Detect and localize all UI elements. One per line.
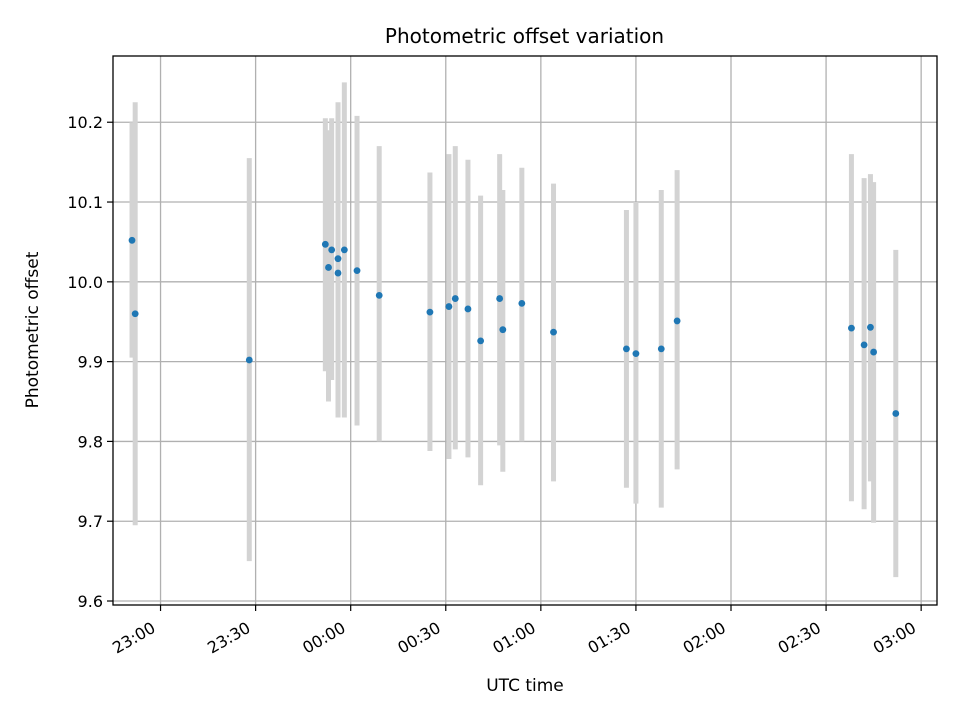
data-point — [328, 246, 336, 254]
data-point — [499, 326, 507, 334]
data-point — [657, 345, 665, 353]
data-points — [128, 236, 900, 417]
x-tick-label: 03:00 — [870, 618, 919, 658]
data-point — [353, 267, 361, 275]
data-point — [867, 323, 874, 331]
x-tick-label: 00:00 — [299, 618, 348, 658]
data-point — [477, 337, 485, 345]
data-point — [673, 317, 681, 325]
plot-frame — [112, 55, 938, 606]
data-point — [445, 303, 453, 310]
y-tick-label: 10.2 — [67, 113, 103, 132]
error-bars — [129, 82, 899, 578]
data-point — [550, 328, 557, 336]
data-point — [334, 255, 342, 263]
data-point — [870, 348, 878, 356]
data-point — [131, 310, 139, 318]
y-tick-label: 9.9 — [78, 353, 103, 372]
data-point — [321, 240, 329, 248]
y-axis-label: Photometric offset — [23, 251, 43, 408]
data-point — [128, 236, 136, 244]
data-point — [518, 299, 526, 307]
y-tick-label: 9.7 — [78, 512, 103, 531]
data-point — [451, 295, 459, 302]
data-point — [426, 308, 434, 316]
x-tick-label: 23:30 — [204, 618, 253, 658]
y-tick-label: 10.1 — [67, 193, 103, 212]
data-point — [375, 291, 383, 299]
chart-title: Photometric offset variation — [385, 24, 664, 48]
x-tick-label: 01:00 — [489, 618, 538, 658]
data-point — [892, 410, 900, 417]
grid — [113, 56, 937, 605]
data-point — [848, 324, 855, 332]
x-axis: 23:00 23:30 00:00 00:30 01:00 01:30 02:00 02:30… — [109, 605, 922, 658]
x-tick-label: 23:00 — [109, 618, 158, 658]
x-tick-label: 01:30 — [584, 618, 633, 658]
data-point — [464, 305, 472, 313]
y-tick-label: 9.8 — [78, 432, 103, 451]
x-tick-label: 00:30 — [394, 618, 443, 658]
x-tick-label: 02:00 — [680, 618, 729, 658]
data-point — [632, 350, 640, 358]
y-axis: 9.6 9.7 9.8 9.9 10.0 10.1 10.2 — [67, 113, 113, 611]
data-point — [623, 345, 630, 353]
data-point — [496, 295, 504, 302]
data-point — [860, 341, 868, 349]
data-point — [340, 246, 348, 254]
data-point — [245, 356, 253, 364]
data-point — [325, 264, 332, 271]
y-tick-label: 10.0 — [67, 273, 103, 292]
y-tick-label: 9.6 — [78, 592, 103, 611]
x-axis-label: UTC time — [486, 676, 564, 696]
x-tick-label: 02:30 — [775, 618, 824, 658]
data-point — [334, 269, 342, 277]
